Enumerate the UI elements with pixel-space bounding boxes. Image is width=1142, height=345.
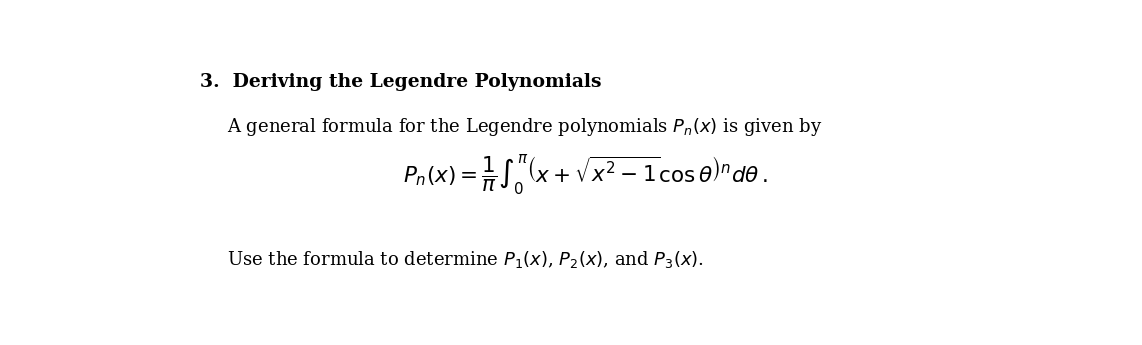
Text: 3.  Deriving the Legendre Polynomials: 3. Deriving the Legendre Polynomials xyxy=(200,73,602,91)
Text: $P_n(x) = \dfrac{1}{\pi} \int_0^{\pi} \left(x + \sqrt{x^2 - 1}\cos\theta\right)^: $P_n(x) = \dfrac{1}{\pi} \int_0^{\pi} \l… xyxy=(403,152,767,197)
Text: Use the formula to determine $P_1(x)$, $P_2(x)$, and $P_3(x)$.: Use the formula to determine $P_1(x)$, $… xyxy=(227,249,703,269)
Text: A general formula for the Legendre polynomials $P_n(x)$ is given by: A general formula for the Legendre polyn… xyxy=(227,116,822,138)
